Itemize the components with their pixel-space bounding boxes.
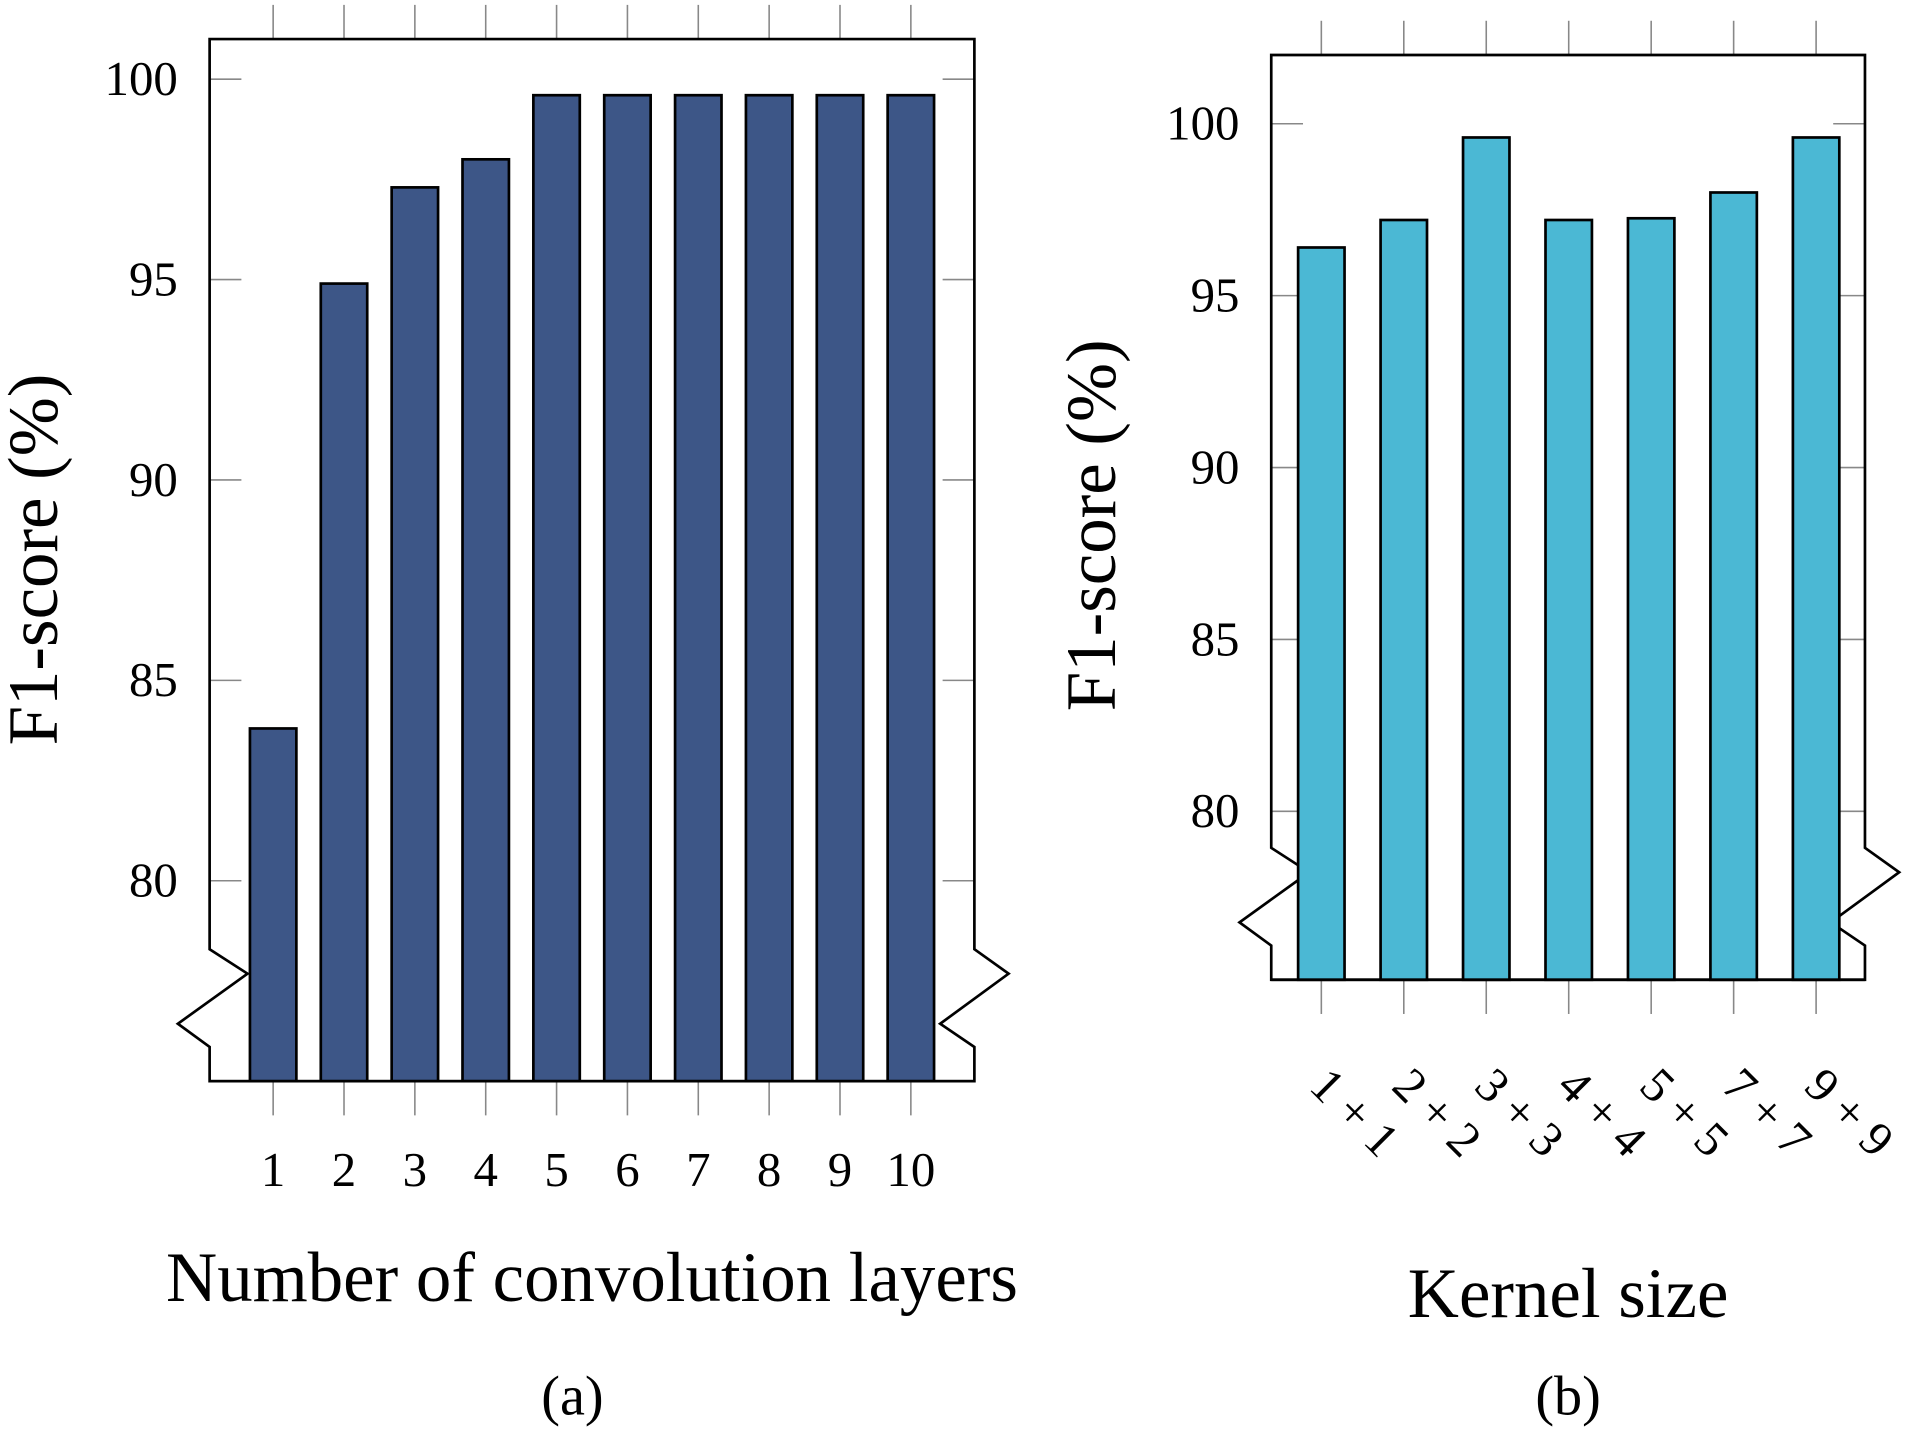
- chart-b-caption: (b): [1535, 1366, 1601, 1428]
- bar: [744, 93, 794, 1083]
- x-tick-label: 5 + 5: [1630, 1057, 1740, 1167]
- x-tick-label: 3 + 3: [1465, 1057, 1575, 1167]
- y-tick-label: 85: [1191, 611, 1240, 666]
- x-tick-label: 4: [474, 1142, 498, 1197]
- bar: [1626, 216, 1676, 982]
- bar: [673, 93, 723, 1083]
- x-tick-label: 2: [332, 1142, 356, 1197]
- bar: [1296, 246, 1346, 982]
- bar: [248, 727, 298, 1083]
- y-tick-label: 85: [129, 652, 178, 707]
- y-tick-label: 95: [1191, 268, 1240, 323]
- bar: [1544, 218, 1594, 982]
- bar: [815, 93, 865, 1083]
- chart-a-xlabel: Number of convolution layers: [166, 1239, 1018, 1317]
- x-tick-label: 9 + 9: [1795, 1057, 1905, 1167]
- y-tick-label: 90: [1191, 439, 1240, 494]
- y-tick-label: 100: [105, 51, 178, 106]
- bar: [886, 93, 936, 1083]
- bar: [532, 93, 582, 1083]
- x-tick-label: 5: [544, 1142, 568, 1197]
- bar: [1461, 136, 1511, 982]
- x-tick-label: 2 + 2: [1382, 1057, 1492, 1167]
- bar: [1379, 218, 1429, 982]
- x-tick-label: 8: [757, 1142, 781, 1197]
- y-tick-label: 80: [1191, 783, 1240, 838]
- y-tick-label: 90: [129, 452, 178, 507]
- x-tick-label: 7: [686, 1142, 710, 1197]
- bar: [461, 157, 511, 1083]
- bar: [1709, 191, 1759, 982]
- x-tick-label: 4 + 4: [1547, 1057, 1657, 1167]
- chart-a-ylabel: F1-score (%): [0, 374, 73, 746]
- x-tick-label: 10: [886, 1142, 935, 1197]
- chart-a-caption: (a): [541, 1366, 603, 1428]
- x-tick-label: 9: [828, 1142, 852, 1197]
- bar: [602, 93, 652, 1083]
- plot-frame: [1237, 53, 1902, 982]
- x-tick-label: 7 + 7: [1712, 1057, 1822, 1167]
- plot-frame: [175, 37, 1011, 1083]
- chart-b-ylabel: F1-score (%): [1053, 339, 1131, 711]
- bar: [1791, 136, 1841, 982]
- y-tick-label: 95: [129, 251, 178, 306]
- y-tick-label: 100: [1166, 96, 1239, 151]
- x-tick-label: 6: [615, 1142, 639, 1197]
- chart-b-xlabel: Kernel size: [1408, 1255, 1729, 1333]
- y-tick-label: 80: [129, 853, 178, 908]
- x-tick-label: 1: [261, 1142, 285, 1197]
- x-tick-label: 3: [403, 1142, 427, 1197]
- bar: [319, 282, 369, 1083]
- bar: [390, 186, 440, 1083]
- x-tick-label: 1 + 1: [1300, 1057, 1410, 1167]
- chart-a: 80 85 90 95 100 1 2 3 4 5 6 7 8 9 10: [105, 4, 1011, 1197]
- chart-b: 80 85 90 95 100 1 + 12 + 23 + 34 + 45 + 57 + …: [1166, 20, 1905, 1167]
